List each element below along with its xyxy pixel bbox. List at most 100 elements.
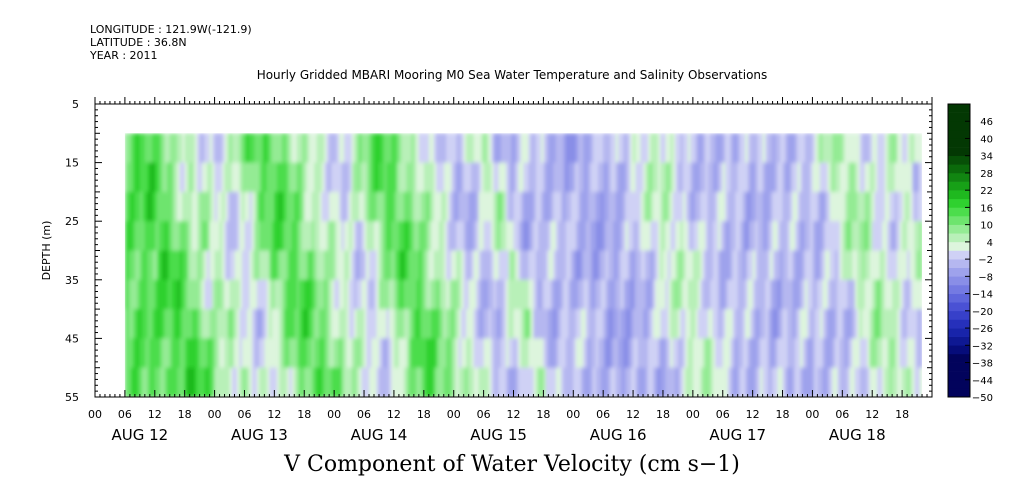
heatmap-cell [493, 133, 497, 164]
heatmap-cell [717, 279, 721, 310]
heatmap-cell [775, 309, 779, 339]
heatmap-cell [675, 309, 679, 339]
heatmap-cell [528, 250, 532, 281]
heatmap-cell [227, 133, 231, 164]
heatmap-cell [359, 162, 363, 193]
heatmap-cell [573, 338, 577, 369]
heatmap-cell [129, 367, 133, 398]
heatmap-cell [692, 309, 696, 339]
heatmap-cell [568, 338, 572, 369]
heatmap-cell [486, 133, 490, 164]
colorbar-swatch [948, 198, 970, 208]
heatmap-cell [493, 279, 497, 310]
heatmap-cell [545, 162, 549, 193]
heatmap-cell [383, 338, 388, 369]
heatmap-cell [139, 162, 143, 193]
heatmap-cell [690, 279, 694, 310]
heatmap-cell [518, 133, 522, 164]
heatmap-cell [453, 133, 457, 164]
colorbar-swatch [948, 379, 970, 389]
heatmap-cell [167, 309, 171, 339]
heatmap-cell [685, 309, 689, 339]
heatmap-cell [595, 309, 599, 339]
heatmap-cell [393, 309, 398, 339]
heatmap-cell [468, 309, 472, 339]
heatmap-cell [491, 367, 495, 398]
heatmap-cell [408, 221, 412, 252]
x-day-label: AUG 15 [470, 426, 527, 444]
heatmap-cell [809, 250, 814, 281]
heatmap-cell [543, 250, 547, 281]
heatmap-cell [640, 367, 644, 398]
heatmap-cell [722, 191, 726, 222]
heatmap-cell [269, 309, 273, 339]
heatmap-cell [677, 162, 682, 193]
heatmap-cell [750, 309, 754, 339]
heatmap-cell [142, 279, 146, 310]
heatmap-cell [725, 338, 729, 369]
heatmap-cell [391, 133, 395, 164]
heatmap-cell [388, 279, 393, 310]
heatmap-cell [755, 221, 759, 252]
heatmap-cell [398, 133, 403, 164]
heatmap-cell [787, 338, 791, 369]
heatmap-cell [177, 279, 181, 310]
heatmap-cell [346, 279, 350, 310]
heatmap-cell [717, 162, 721, 193]
heatmap-cell [501, 191, 505, 222]
heatmap-cell [682, 367, 686, 398]
heatmap-cell [152, 250, 156, 281]
heatmap-cell [488, 250, 492, 281]
heatmap-cell [378, 162, 383, 193]
heatmap-cell [670, 250, 674, 281]
heatmap-cell [605, 338, 609, 369]
heatmap-cell [316, 221, 320, 252]
heatmap-cell [266, 309, 270, 339]
heatmap-cell [720, 133, 724, 164]
heatmap-cell [279, 133, 283, 164]
heatmap-cell [219, 162, 223, 193]
heatmap-cell [279, 250, 283, 281]
heatmap-cell [197, 133, 201, 164]
heatmap-cell [274, 367, 278, 398]
heatmap-cell [528, 221, 532, 252]
heatmap-cell [882, 133, 886, 164]
heatmap-cell [491, 309, 495, 339]
heatmap-cell [533, 221, 537, 252]
heatmap-cell [553, 279, 557, 310]
heatmap-cell [239, 191, 243, 222]
heatmap-cell [667, 191, 672, 222]
heatmap-cell [446, 279, 450, 310]
heatmap-cell [760, 279, 764, 310]
heatmap-cell [914, 162, 918, 193]
heatmap-cell [897, 162, 901, 193]
heatmap-cell [431, 367, 435, 398]
heatmap-cell [192, 367, 196, 398]
heatmap-cell [879, 338, 883, 369]
heatmap-cell [884, 367, 888, 398]
heatmap-cell [279, 367, 283, 398]
heatmap-cell [254, 133, 258, 164]
heatmap-cell [814, 279, 819, 310]
heatmap-cell [882, 309, 886, 339]
heatmap-cell [523, 162, 527, 193]
heatmap-cell [383, 367, 388, 398]
heatmap-cell [765, 191, 769, 222]
heatmap-cell [593, 191, 597, 222]
heatmap-cell [359, 250, 363, 281]
heatmap-cell [423, 367, 427, 398]
heatmap-cell [827, 221, 831, 252]
heatmap-cell [232, 279, 236, 310]
heatmap-cell [356, 309, 360, 339]
heatmap-cell [832, 221, 836, 252]
heatmap-cell [700, 221, 704, 252]
heatmap-cell [628, 133, 632, 164]
heatmap-cell [528, 338, 532, 369]
heatmap-cell [256, 367, 261, 398]
heatmap-cell [256, 309, 261, 339]
heatmap-cell [692, 338, 696, 369]
heatmap-cell [917, 250, 921, 281]
heatmap-cell [329, 162, 333, 193]
heatmap-cell [722, 133, 726, 164]
heatmap-cell [418, 191, 422, 222]
